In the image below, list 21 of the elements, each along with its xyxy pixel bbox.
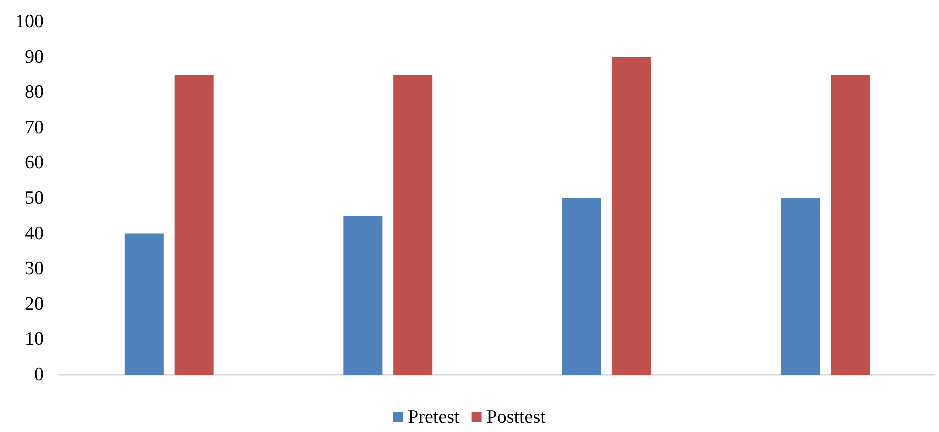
y-tick-label: 40 [25,223,44,244]
legend-label: Posttest [486,407,547,428]
bar [394,74,433,375]
y-tick-label: 70 [25,117,44,138]
y-tick-label: 100 [16,12,44,32]
bar [174,74,214,375]
y-tick-label: 60 [25,152,44,174]
bar [124,234,164,375]
y-tick-label: 90 [25,46,44,68]
legend-label: Pretest [408,407,461,428]
y-tick-label: 0 [34,364,44,386]
y-tick-label: 20 [25,294,44,315]
bar [831,74,870,375]
y-tick-label: 80 [25,82,44,104]
bar [612,57,652,375]
y-tick-label: 10 [25,329,44,350]
bar [344,216,383,375]
y-tick-label: 30 [25,258,44,280]
y-tick-label: 50 [25,188,44,209]
bar [562,198,602,375]
bar [781,198,820,375]
